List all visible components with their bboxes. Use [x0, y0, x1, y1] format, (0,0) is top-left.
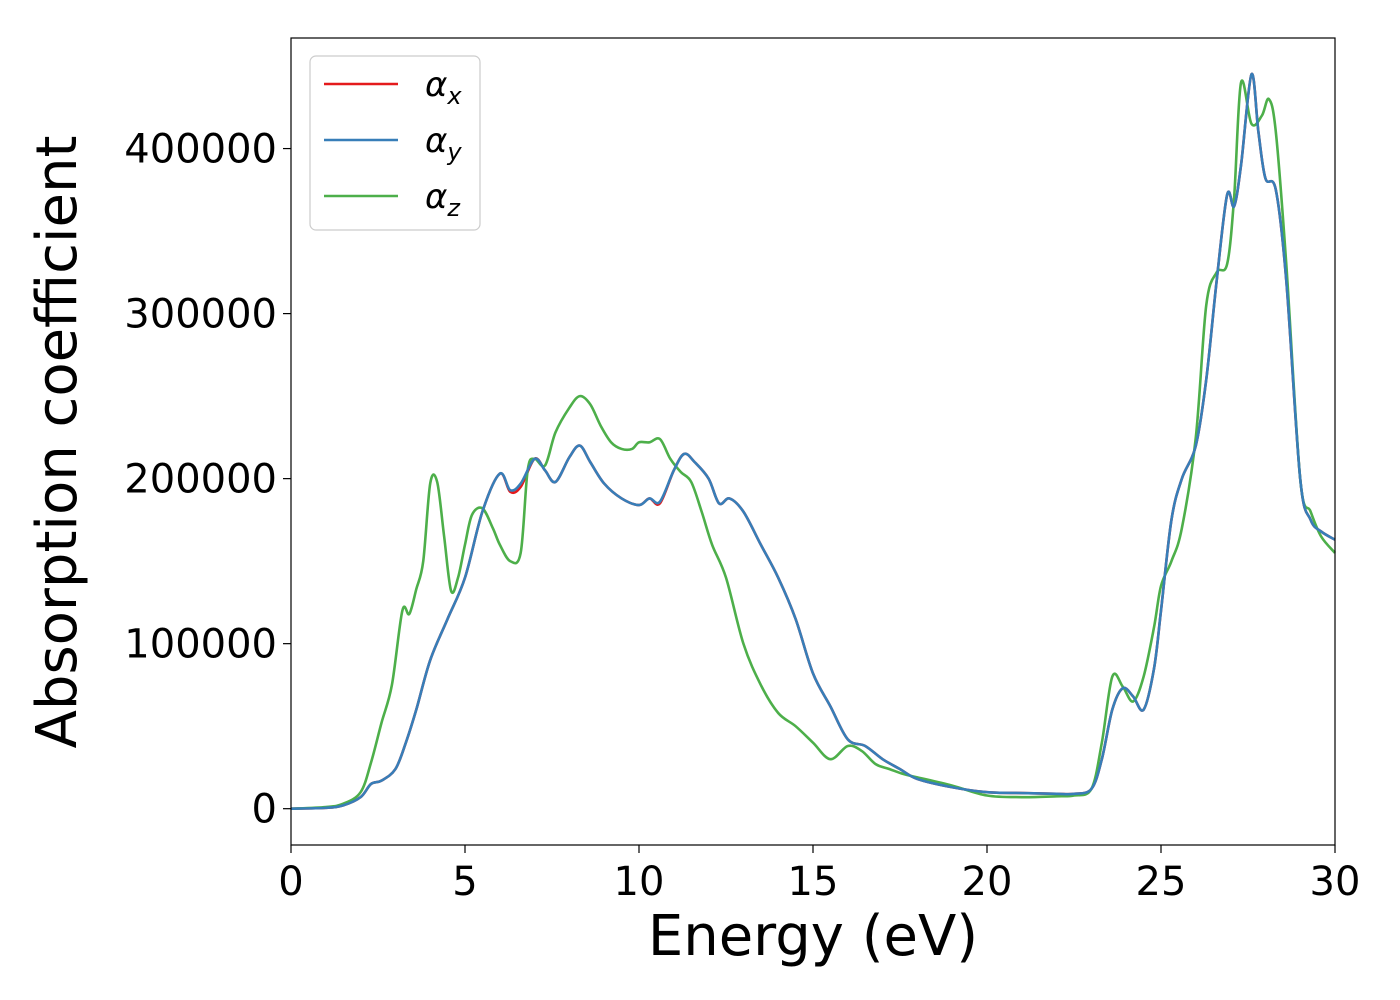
- y-axis: 0 100000 200000 300000 400000: [124, 127, 291, 833]
- x-tick-label: 15: [788, 859, 839, 905]
- y-tick-label: 300000: [124, 292, 277, 338]
- x-tick-label: 25: [1136, 859, 1187, 905]
- series-line-alpha-z: [290, 79, 1336, 810]
- y-tick-label: 200000: [124, 457, 277, 503]
- x-axis: 0 5 10 15 20 25 30: [278, 845, 1360, 905]
- series-line-alpha-y: [290, 72, 1336, 810]
- x-axis-title: Energy (eV): [648, 904, 978, 969]
- x-tick-label: 10: [614, 859, 665, 905]
- x-tick-label: 5: [452, 859, 477, 905]
- legend-box: [309, 55, 481, 231]
- x-tick-label: 20: [962, 859, 1013, 905]
- x-tick-label: 30: [1310, 859, 1361, 905]
- y-tick-label: 0: [252, 787, 277, 833]
- x-tick-label: 0: [278, 859, 303, 905]
- y-axis-title: Absorption coefficient: [25, 136, 90, 749]
- series-layer: [290, 72, 1336, 810]
- y-tick-label: 400000: [124, 127, 277, 173]
- y-tick-label: 100000: [124, 622, 277, 668]
